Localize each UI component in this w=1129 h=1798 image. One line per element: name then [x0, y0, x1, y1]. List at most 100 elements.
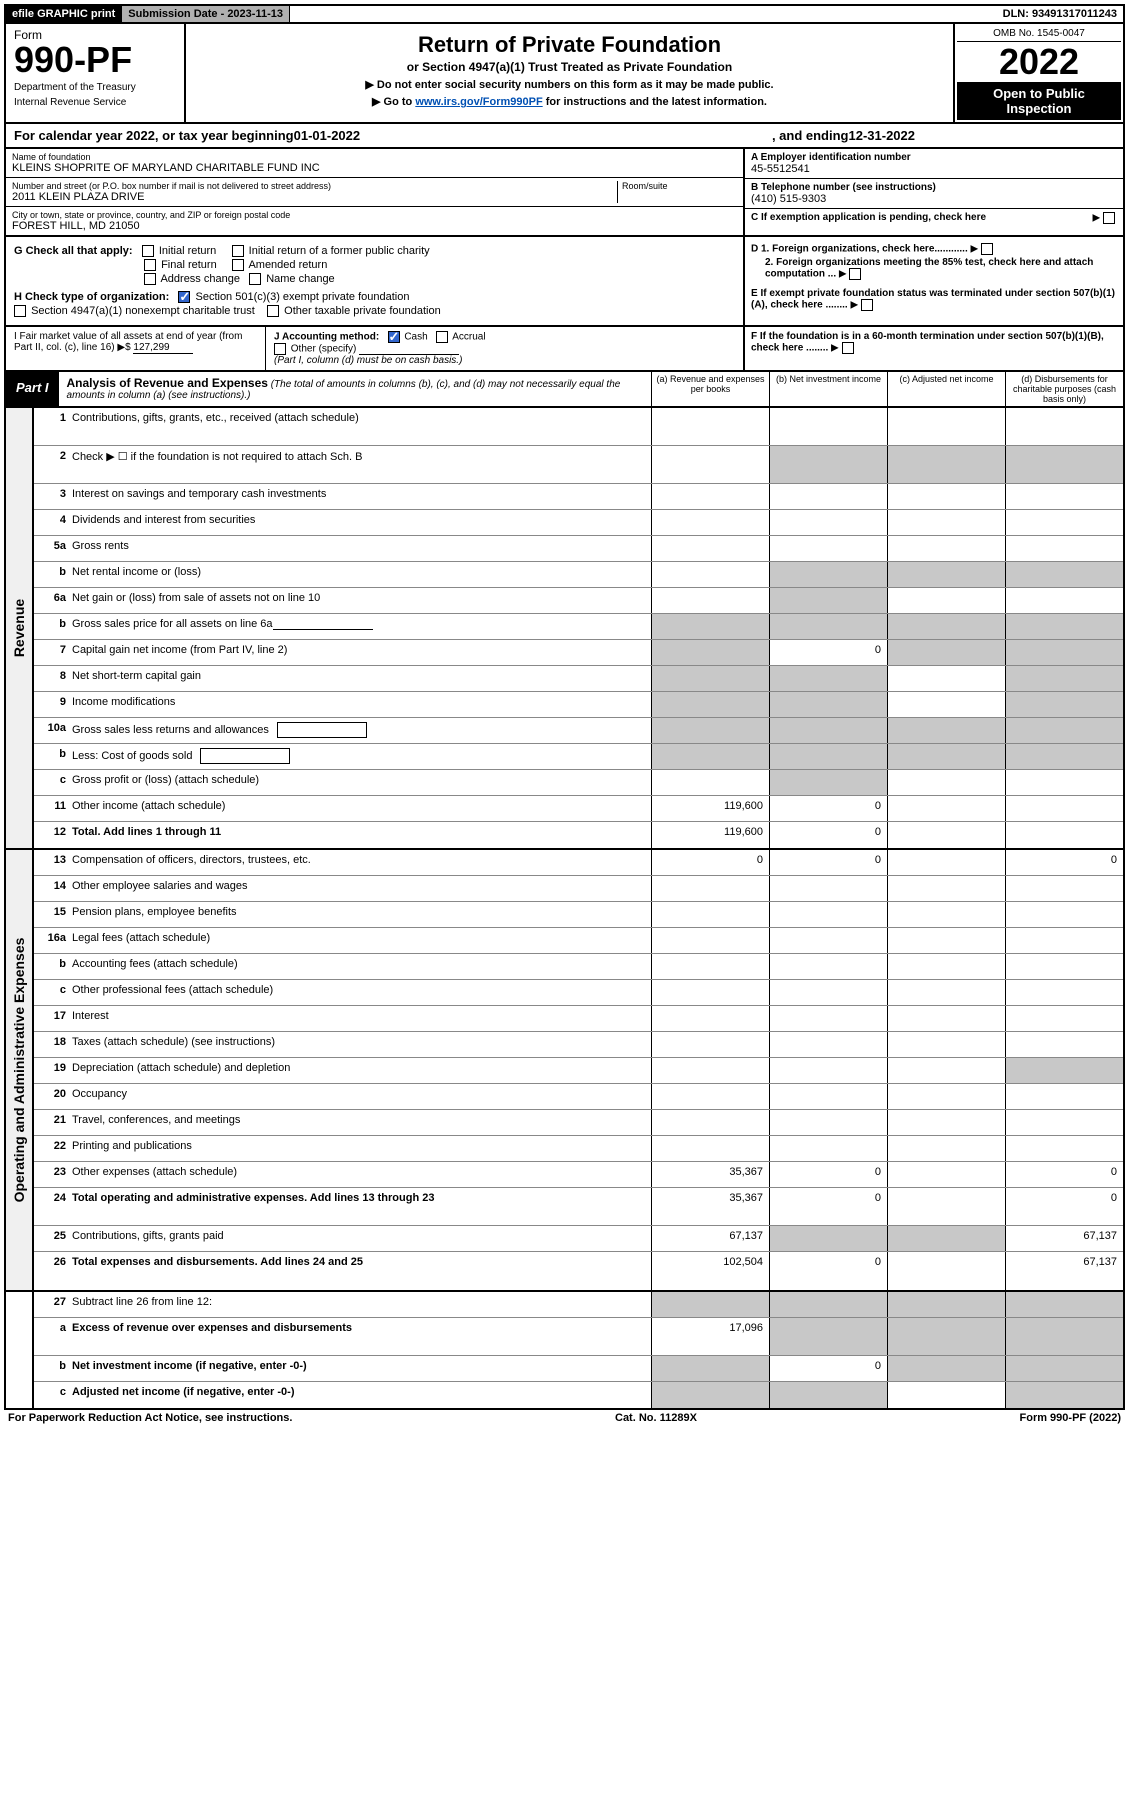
cell-b — [769, 692, 887, 717]
cell-b: 0 — [769, 1188, 887, 1225]
cell-d — [1005, 1318, 1123, 1355]
efile-label[interactable]: efile GRAPHIC print — [6, 6, 122, 22]
g6-label: Name change — [266, 273, 335, 285]
header-left: Form 990-PF Department of the Treasury I… — [6, 24, 186, 122]
i-arrow: ▶$ — [117, 342, 130, 353]
g-label: G Check all that apply: — [14, 245, 133, 257]
g6-checkbox[interactable] — [249, 273, 261, 285]
cell-c — [887, 640, 1005, 665]
cell-a — [651, 1382, 769, 1408]
cell-a — [651, 1136, 769, 1161]
e-checkbox[interactable] — [861, 299, 873, 311]
cal-begin: 01-01-2022 — [294, 128, 361, 143]
city-value: FOREST HILL, MD 21050 — [12, 220, 737, 232]
line-number: 2 — [34, 446, 70, 483]
table-row: 4Dividends and interest from securities — [34, 510, 1123, 536]
j-other-checkbox[interactable] — [274, 343, 286, 355]
cell-c — [887, 562, 1005, 587]
part1-desc: Analysis of Revenue and Expenses (The to… — [59, 372, 651, 406]
line-description: Total expenses and disbursements. Add li… — [70, 1252, 651, 1290]
h2-checkbox[interactable] — [14, 305, 26, 317]
cell-d — [1005, 510, 1123, 535]
g2-checkbox[interactable] — [232, 245, 244, 257]
line-number: 14 — [34, 876, 70, 901]
foundation-name: KLEINS SHOPRITE OF MARYLAND CHARITABLE F… — [12, 162, 737, 174]
cell-d — [1005, 954, 1123, 979]
line-description: Subtract line 26 from line 12: — [70, 1292, 651, 1317]
line-number: 3 — [34, 484, 70, 509]
f-checkbox[interactable] — [842, 342, 854, 354]
cell-a: 0 — [651, 850, 769, 875]
cell-c — [887, 510, 1005, 535]
c-checkbox[interactable] — [1103, 212, 1115, 224]
g3-label: Final return — [161, 259, 217, 271]
table-row: 3Interest on savings and temporary cash … — [34, 484, 1123, 510]
g1-checkbox[interactable] — [142, 245, 154, 257]
footer-left: For Paperwork Reduction Act Notice, see … — [8, 1412, 292, 1424]
j-accrual-checkbox[interactable] — [436, 331, 448, 343]
cell-a — [651, 980, 769, 1005]
cell-d — [1005, 1110, 1123, 1135]
omb-no: OMB No. 1545-0047 — [957, 26, 1121, 42]
h1-checkbox[interactable] — [178, 291, 190, 303]
line-number: 9 — [34, 692, 70, 717]
cell-b — [769, 588, 887, 613]
table-row: 21Travel, conferences, and meetings — [34, 1110, 1123, 1136]
h3-label: Other taxable private foundation — [284, 305, 441, 317]
line-description: Contributions, gifts, grants paid — [70, 1226, 651, 1251]
cell-a — [651, 408, 769, 445]
cell-c — [887, 408, 1005, 445]
note-2-post: for instructions and the latest informat… — [546, 96, 767, 108]
cell-c — [887, 796, 1005, 821]
dln: DLN: 93491317011243 — [997, 6, 1123, 22]
ein-value: 45-5512541 — [751, 163, 1117, 175]
e-label: E If exempt private foundation status wa… — [751, 288, 1115, 311]
expense-table: Operating and Administrative Expenses 13… — [4, 850, 1125, 1292]
j-label: J Accounting method: — [274, 332, 379, 343]
cell-a — [651, 640, 769, 665]
line-description: Occupancy — [70, 1084, 651, 1109]
line-number: 20 — [34, 1084, 70, 1109]
cell-a — [651, 510, 769, 535]
cell-b — [769, 614, 887, 639]
line-number: 5a — [34, 536, 70, 561]
cell-b — [769, 876, 887, 901]
line-description: Net short-term capital gain — [70, 666, 651, 691]
col-d-header: (d) Disbursements for charitable purpose… — [1005, 372, 1123, 406]
table-row: 17Interest — [34, 1006, 1123, 1032]
cell-d — [1005, 484, 1123, 509]
cell-d — [1005, 902, 1123, 927]
g3-checkbox[interactable] — [144, 259, 156, 271]
cell-a — [651, 588, 769, 613]
cell-d — [1005, 1006, 1123, 1031]
table-row: 19Depreciation (attach schedule) and dep… — [34, 1058, 1123, 1084]
table-row: 15Pension plans, employee benefits — [34, 902, 1123, 928]
line-number: 23 — [34, 1162, 70, 1187]
d2-checkbox[interactable] — [849, 268, 861, 280]
cell-a — [651, 1032, 769, 1057]
header-right: OMB No. 1545-0047 2022 Open to Public In… — [953, 24, 1123, 122]
d1-checkbox[interactable] — [981, 243, 993, 255]
cell-c — [887, 1382, 1005, 1408]
g5-checkbox[interactable] — [144, 273, 156, 285]
irs-link[interactable]: www.irs.gov/Form990PF — [415, 96, 542, 108]
cell-b: 0 — [769, 1162, 887, 1187]
cell-c — [887, 1356, 1005, 1381]
cell-a — [651, 902, 769, 927]
fmv-block: I Fair market value of all assets at end… — [4, 327, 1125, 372]
g4-checkbox[interactable] — [232, 259, 244, 271]
cell-a — [651, 928, 769, 953]
h1-label: Section 501(c)(3) exempt private foundat… — [195, 291, 409, 303]
j-accrual-label: Accrual — [452, 332, 485, 343]
line-description: Other expenses (attach schedule) — [70, 1162, 651, 1187]
cell-b — [769, 1110, 887, 1135]
cell-c — [887, 1058, 1005, 1083]
cal-mid: , and ending — [772, 128, 849, 143]
cell-c — [887, 588, 1005, 613]
h3-checkbox[interactable] — [267, 305, 279, 317]
line-description: Depreciation (attach schedule) and deple… — [70, 1058, 651, 1083]
line-description: Contributions, gifts, grants, etc., rece… — [70, 408, 651, 445]
form-number: 990-PF — [14, 42, 176, 78]
j-cash-checkbox[interactable] — [388, 331, 400, 343]
table-row: aExcess of revenue over expenses and dis… — [34, 1318, 1123, 1356]
